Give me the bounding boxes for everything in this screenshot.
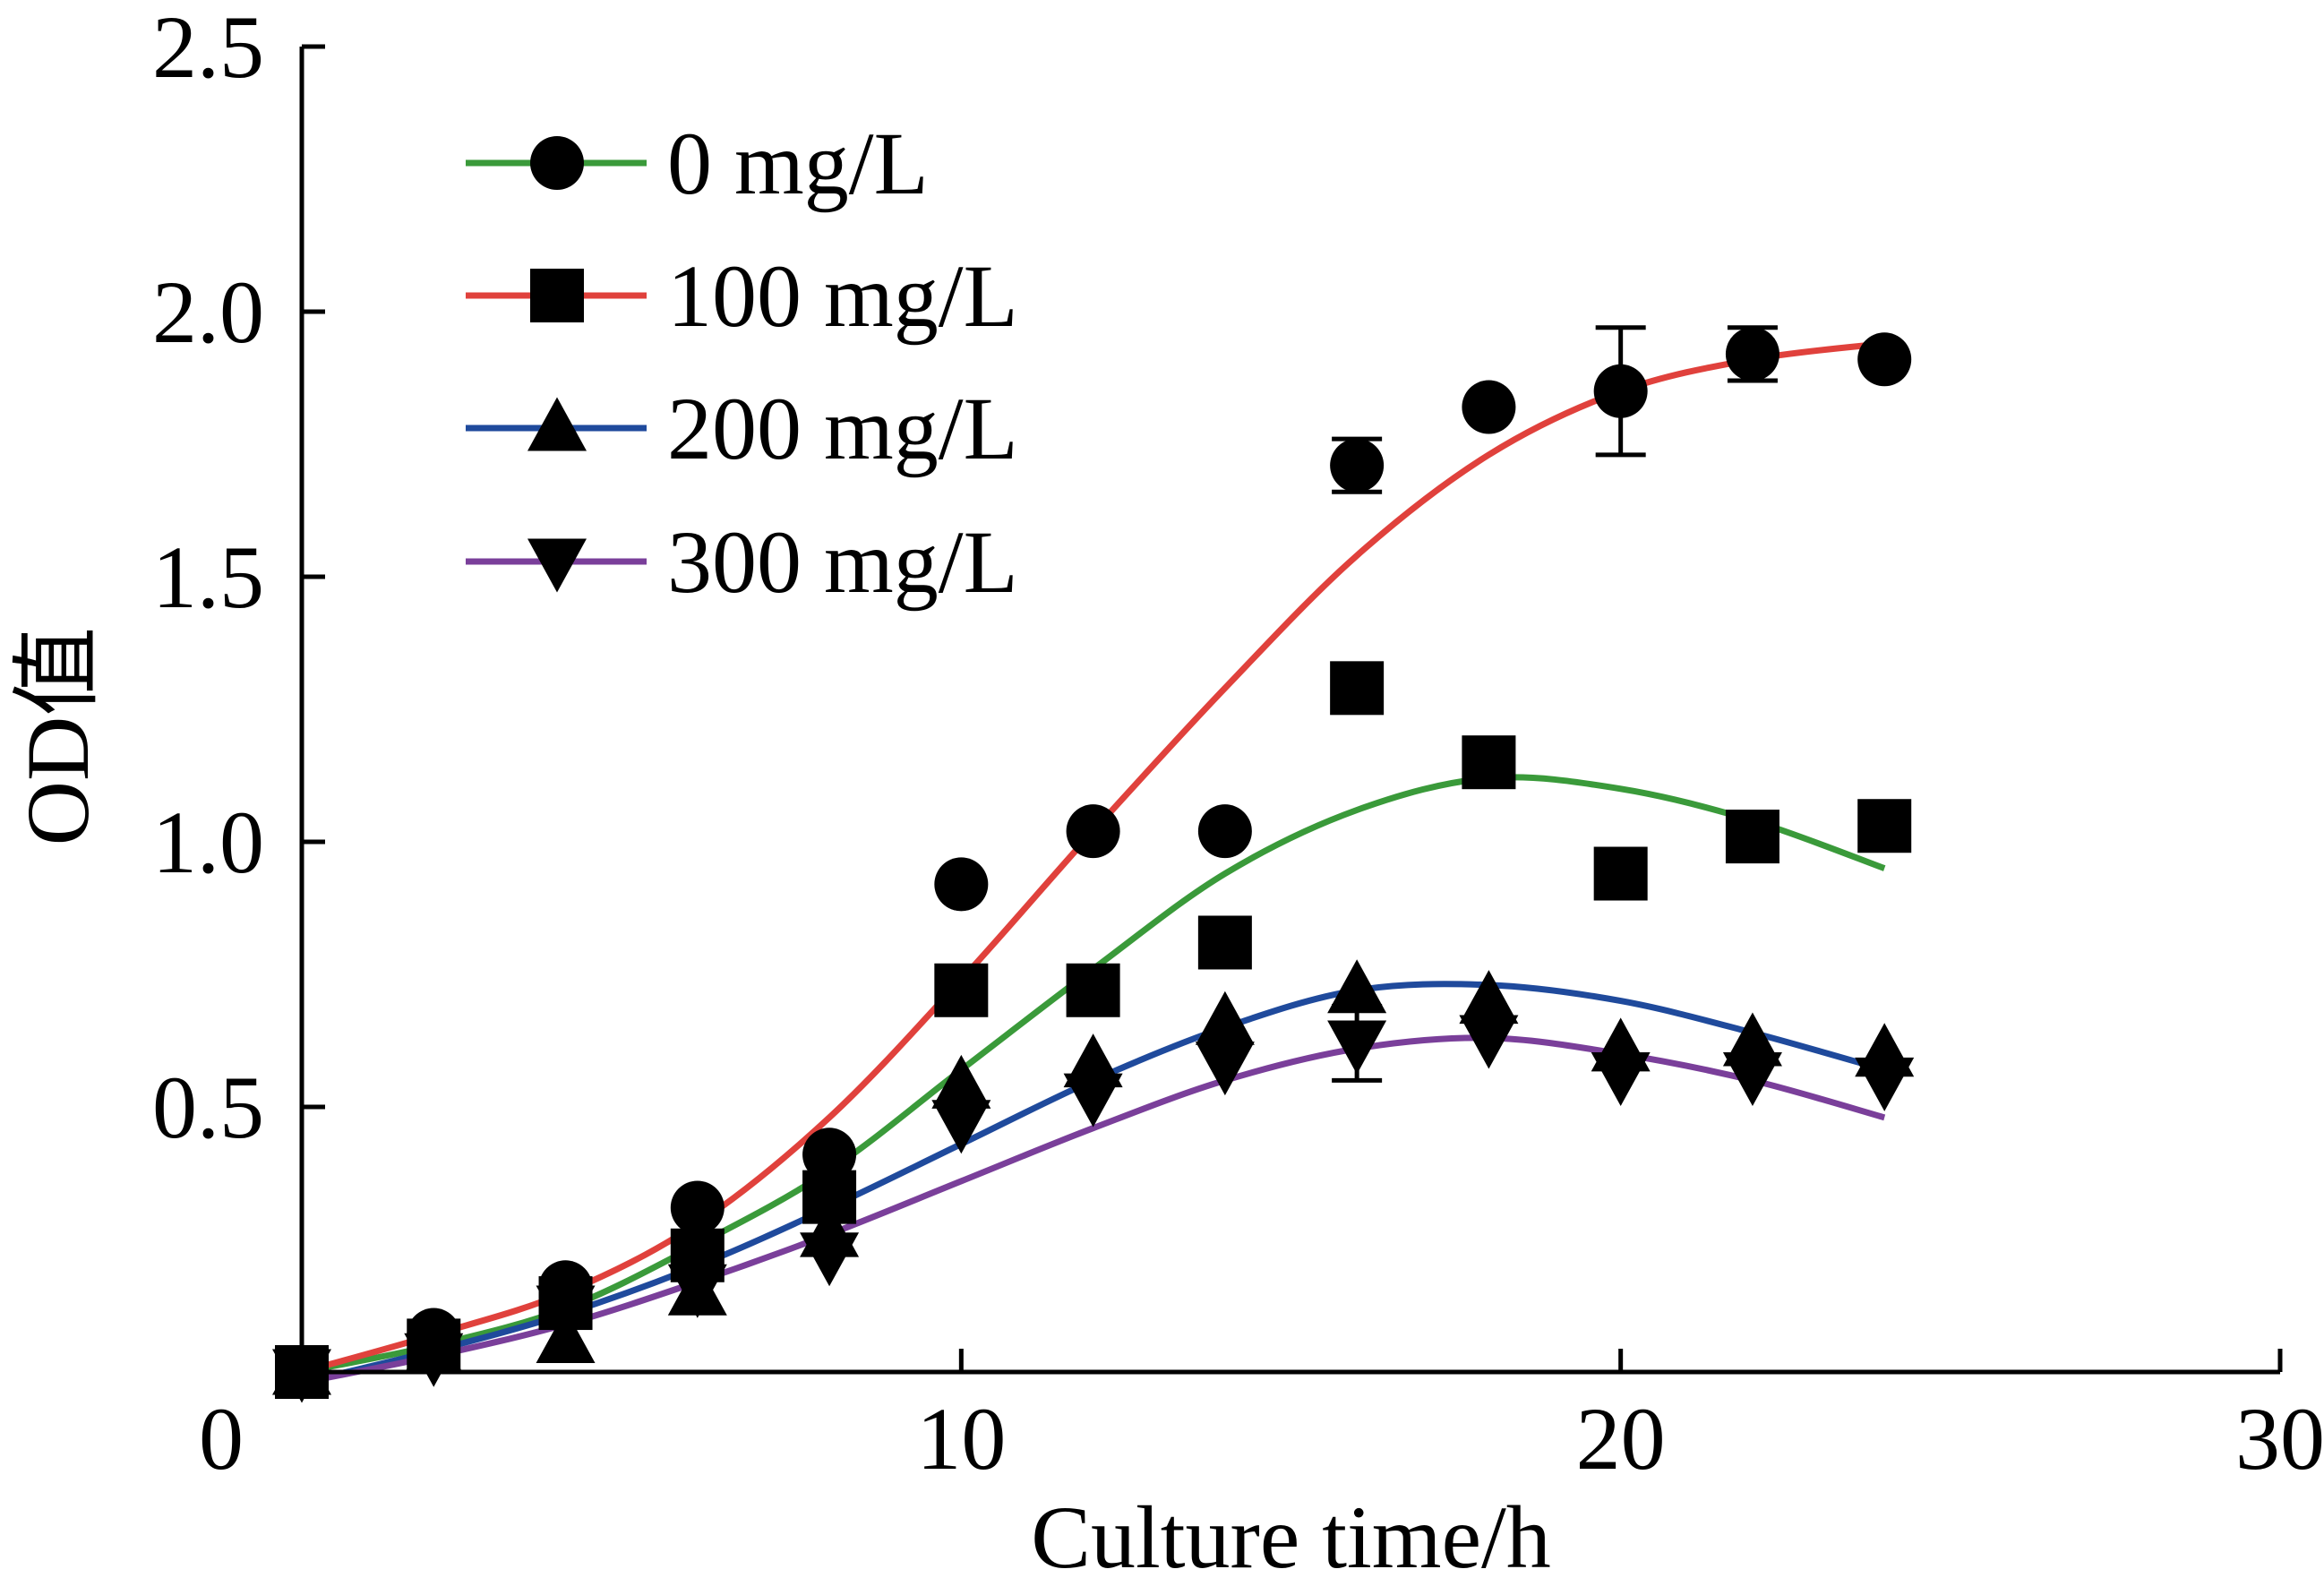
y-axis-title: OD值 bbox=[8, 627, 107, 845]
data-point-series-1 bbox=[1066, 963, 1120, 1017]
data-point-series-3 bbox=[1591, 1051, 1651, 1106]
data-point-series-3 bbox=[667, 1264, 727, 1318]
data-point-series-0 bbox=[802, 1128, 857, 1182]
data-point-series-3 bbox=[1722, 1051, 1782, 1106]
data-point-series-0 bbox=[1066, 804, 1120, 859]
data-point-series-1 bbox=[1593, 846, 1648, 901]
data-point-series-3 bbox=[931, 1100, 991, 1154]
tick-labels: 0 10 20 30 0.5 1.0 1.5 2.0 2.5 bbox=[152, 0, 2324, 1488]
data-point-series-1 bbox=[934, 963, 989, 1017]
data-point-series-3 bbox=[536, 1285, 596, 1340]
legend-label: 100 mg/L bbox=[667, 246, 1018, 346]
data-point-series-3 bbox=[404, 1333, 464, 1387]
data-point-series-1 bbox=[1462, 735, 1516, 790]
data-point-series-0 bbox=[670, 1180, 725, 1235]
y-tick-label: 0.5 bbox=[152, 1058, 264, 1157]
data-markers bbox=[272, 327, 1915, 1403]
y-tick-label: 1.5 bbox=[152, 527, 264, 627]
data-point-series-2 bbox=[931, 1054, 991, 1109]
data-point-series-3 bbox=[1855, 1057, 1915, 1111]
data-point-series-0 bbox=[1330, 438, 1385, 493]
legend-marker bbox=[530, 136, 584, 190]
legend-label: 0 mg/L bbox=[667, 114, 929, 213]
legend-marker bbox=[530, 269, 584, 322]
axes bbox=[299, 44, 2283, 1375]
data-point-series-0 bbox=[934, 857, 989, 912]
data-point-series-0 bbox=[1462, 380, 1516, 434]
data-point-series-3 bbox=[800, 1232, 860, 1287]
x-tick-label: 30 bbox=[2235, 1389, 2324, 1488]
data-point-series-0 bbox=[1593, 364, 1648, 418]
x-axis-title: Culture time/h bbox=[1031, 1488, 1550, 1587]
data-point-series-0 bbox=[1197, 804, 1252, 859]
data-point-series-1 bbox=[1330, 661, 1385, 716]
data-point-series-3 bbox=[1327, 1020, 1387, 1075]
legend: 0 mg/L 100 mg/L 200 mg/L 300 mg/L bbox=[466, 114, 1018, 612]
legend-marker bbox=[527, 397, 587, 451]
y-tick-label: 2.0 bbox=[152, 262, 264, 362]
data-point-series-2 bbox=[1195, 990, 1255, 1045]
x-tick-label: 0 bbox=[199, 1389, 244, 1488]
data-point-series-3 bbox=[1195, 1042, 1255, 1096]
data-point-series-0 bbox=[1857, 332, 1912, 387]
y-tick-label: 2.5 bbox=[152, 0, 264, 97]
data-point-series-1 bbox=[1725, 810, 1779, 864]
data-point-series-1 bbox=[1857, 799, 1912, 853]
legend-marker bbox=[527, 538, 587, 593]
data-point-series-3 bbox=[1459, 1015, 1519, 1069]
data-point-series-3 bbox=[272, 1349, 331, 1403]
data-point-series-2 bbox=[1327, 959, 1387, 1014]
y-tick-label: 1.0 bbox=[152, 793, 264, 892]
data-point-series-1 bbox=[1197, 915, 1252, 970]
error-bars bbox=[1332, 325, 1778, 1083]
data-point-series-3 bbox=[1063, 1073, 1123, 1128]
x-tick-label: 10 bbox=[916, 1389, 1006, 1488]
data-point-series-2 bbox=[1459, 970, 1519, 1025]
legend-label: 300 mg/L bbox=[667, 512, 1018, 612]
data-point-series-0 bbox=[1725, 327, 1779, 382]
x-tick-label: 20 bbox=[1576, 1389, 1666, 1488]
legend-label: 200 mg/L bbox=[667, 379, 1018, 478]
